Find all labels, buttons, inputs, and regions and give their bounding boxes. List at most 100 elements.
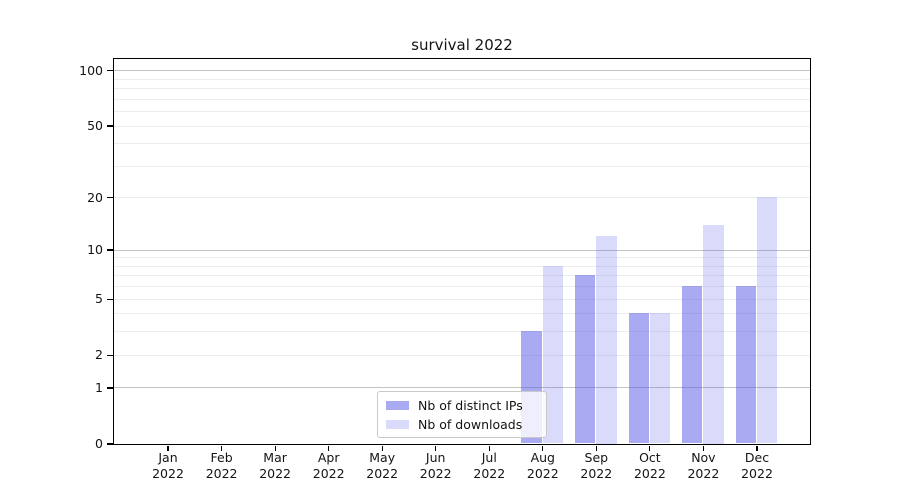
x-tick-label-line: 2022 (580, 465, 613, 481)
bar-distinct-ips (628, 313, 649, 444)
bar-distinct-ips (682, 286, 703, 444)
x-tick-label-line: May (369, 450, 396, 465)
bar-downloads (596, 236, 617, 444)
legend-item-downloads: Nb of downloads (386, 416, 538, 432)
y-gridline-minor (114, 275, 810, 277)
x-tick-label: Oct 2022 (618, 450, 682, 481)
x-tick-label-line: Feb (210, 450, 233, 465)
x-tick-label: Dec 2022 (725, 450, 789, 481)
legend: Nb of distinct IPs Nb of downloads (377, 391, 547, 438)
x-tick-label-line: 2022 (687, 465, 720, 481)
y-gridline-minor (114, 257, 810, 259)
x-tick-label: Jun 2022 (404, 450, 468, 481)
x-tick-label-line: Dec (744, 450, 770, 465)
x-tick-label: Feb 2022 (190, 450, 254, 481)
x-tick (274, 445, 276, 451)
y-gridline-minor (114, 165, 810, 167)
y-tick-label: 100 (79, 62, 103, 78)
x-tick (702, 445, 705, 451)
x-tick-label-line: 2022 (312, 465, 345, 481)
y-gridline-major (114, 70, 810, 72)
x-tick (756, 445, 758, 451)
x-tick-label-line: Nov (691, 450, 716, 465)
y-gridline-minor (114, 78, 810, 80)
y-gridline-minor (114, 265, 810, 267)
x-tick-label: Jul 2022 (457, 450, 521, 481)
y-gridline-major (114, 387, 810, 389)
x-tick-label: Sep 2022 (564, 450, 628, 481)
x-tick-label-line: Oct (639, 450, 661, 465)
x-tick (381, 445, 383, 451)
bar-distinct-ips (574, 275, 596, 444)
y-gridline-minor (114, 298, 810, 300)
y-gridline-minor (114, 98, 810, 100)
x-tick-label-line: 2022 (419, 465, 452, 481)
x-tick (649, 445, 651, 451)
x-tick-label-line: 2022 (473, 465, 506, 481)
bar-downloads (649, 313, 671, 444)
y-gridline-minor (114, 286, 810, 288)
y-tick (107, 70, 113, 72)
y-tick-label: 20 (87, 189, 103, 205)
y-gridline-minor (114, 354, 810, 356)
x-tick-label-line: Sep (584, 450, 609, 465)
y-tick-label: 2 (95, 347, 103, 363)
legend-label-distinct-ips: Nb of distinct IPs (418, 397, 523, 413)
y-tick (107, 125, 113, 127)
x-tick-label: Aug 2022 (511, 450, 575, 481)
x-tick-label: Nov 2022 (671, 450, 735, 481)
legend-swatch-downloads (386, 419, 409, 429)
y-gridline-minor (114, 313, 810, 315)
x-tick-label-line: 2022 (259, 465, 291, 481)
x-tick (328, 445, 330, 451)
y-tick (107, 249, 113, 251)
y-tick-label: 10 (87, 242, 103, 257)
x-tick-label-line: Jun (425, 450, 446, 465)
x-tick-label: May 2022 (350, 450, 414, 481)
x-tick-label-line: Mar (263, 450, 287, 465)
bar-downloads (757, 197, 778, 444)
y-tick-label: 0 (95, 436, 103, 451)
y-gridline-minor (114, 331, 810, 333)
bar-distinct-ips (735, 286, 756, 444)
legend-item-distinct-ips: Nb of distinct IPs (386, 397, 538, 413)
y-tick (107, 354, 113, 356)
y-tick-label: 50 (87, 118, 103, 133)
x-tick-label-line: 2022 (366, 465, 399, 481)
y-gridline-minor (114, 111, 810, 112)
y-tick (107, 387, 113, 389)
x-tick-label-line: Apr (317, 450, 340, 465)
x-tick-label-line: Aug (530, 450, 555, 465)
y-gridline-minor (114, 143, 810, 145)
x-tick-label-line: 2022 (633, 465, 666, 481)
x-tick (488, 445, 490, 451)
x-tick-label-line: Jul (481, 450, 497, 465)
y-gridline-minor (114, 125, 810, 127)
plot-area (113, 57, 811, 445)
y-tick (107, 443, 113, 445)
x-tick-label: Jan 2022 (136, 450, 200, 481)
x-tick (595, 445, 597, 451)
x-tick-label-line: 2022 (205, 465, 238, 481)
x-tick-label-line: 2022 (526, 465, 559, 481)
x-tick (220, 445, 223, 451)
chart-title: survival 2022 (411, 36, 513, 54)
x-tick-label-line: 2022 (152, 465, 184, 481)
x-tick (542, 445, 544, 451)
x-tick-label: Apr 2022 (297, 450, 361, 481)
legend-swatch-distinct-ips (386, 400, 409, 410)
y-tick-label: 5 (95, 291, 103, 307)
x-tick-label-line: 2022 (741, 465, 773, 481)
y-gridline-major (114, 249, 810, 251)
x-tick (435, 445, 437, 451)
x-tick-label: Mar 2022 (243, 450, 307, 481)
bar-downloads (703, 224, 724, 444)
x-tick (167, 445, 169, 451)
y-tick (107, 298, 113, 300)
bar-downloads (542, 265, 564, 444)
y-gridline-minor (114, 88, 810, 89)
y-tick (107, 197, 113, 199)
legend-label-downloads: Nb of downloads (418, 416, 523, 432)
x-tick-label-line: Jan (158, 450, 178, 465)
